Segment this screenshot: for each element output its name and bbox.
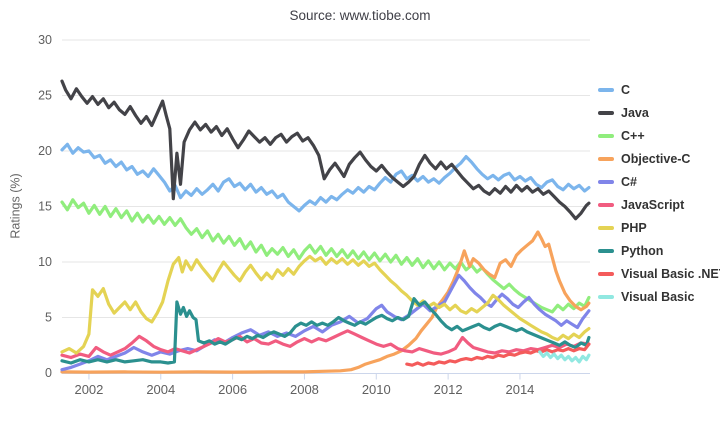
y-axis-tick-label: 0 [45,366,52,380]
legend: C Java C++ Objective-C C# JavaScript PHP Python… [598,83,720,304]
y-axis-tick-label: 20 [38,144,52,158]
legend-swatch-icon [598,157,614,161]
legend-item-label: C++ [621,129,645,143]
x-axis-tick-label: 2008 [290,382,319,397]
x-axis-tick-label: 2002 [74,382,103,397]
y-axis-tick-label: 30 [38,33,52,47]
series-line-c[interactable] [60,273,591,372]
legend-swatch-icon [598,249,614,253]
legend-item-label: C# [621,175,637,189]
series-line-visual-basic-net[interactable] [405,342,591,367]
y-axis-tick-label: 5 [45,311,52,325]
legend-swatch-icon [598,272,614,276]
legend-item-label: Visual Basic .NET [621,267,720,281]
legend-item-label: Visual Basic [621,290,695,304]
legend-item-objective-c[interactable]: Objective-C [598,152,720,166]
x-axis-tick-label: 2010 [362,382,391,397]
legend-item-php[interactable]: PHP [598,221,720,235]
x-axis-tick-label: 2006 [218,382,247,397]
legend-item-label: JavaScript [621,198,685,212]
series-line-c[interactable] [60,198,591,314]
series-line-objective-c[interactable] [60,230,591,374]
series-line-c[interactable] [60,142,591,213]
legend-item-javascript[interactable]: JavaScript [598,198,720,212]
legend-swatch-icon [598,295,614,299]
y-axis-tick-label: 25 [38,89,52,103]
y-axis-tick-label: 10 [38,255,52,269]
legend-item-label: Objective-C [621,152,691,166]
legend-item-label: Java [621,106,649,120]
legend-swatch-icon [598,226,614,230]
y-axis-title: Ratings (%) [8,173,23,239]
legend-item-visual-basic[interactable]: Visual Basic [598,290,720,304]
series-line-python[interactable] [60,297,591,365]
legend-item-c[interactable]: C++ [598,129,720,143]
legend-swatch-icon [598,180,614,184]
legend-item-python[interactable]: Python [598,244,720,258]
legend-item-label: PHP [621,221,647,235]
legend-item-java[interactable]: Java [598,106,720,120]
legend-swatch-icon [598,88,614,92]
series-line-java[interactable] [60,79,591,221]
series-line-javascript[interactable] [60,329,591,360]
x-axis-tick-label: 2014 [505,382,534,397]
chart-title: Source: www.tiobe.com [289,8,431,23]
legend-item-c[interactable]: C [598,83,720,97]
legend-swatch-icon [598,134,614,138]
legend-swatch-icon [598,111,614,115]
y-axis-tick-label: 15 [38,200,52,214]
series-line-php[interactable] [60,254,591,355]
legend-item-c[interactable]: C# [598,175,720,189]
x-axis-tick-label: 2012 [434,382,463,397]
legend-item-visual-basic-net[interactable]: Visual Basic .NET [598,267,720,281]
legend-item-label: C [621,83,631,97]
series-line-visual-basic[interactable] [538,350,591,364]
legend-item-label: Python [621,244,664,258]
x-axis-tick-label: 2004 [146,382,175,397]
legend-swatch-icon [598,203,614,207]
